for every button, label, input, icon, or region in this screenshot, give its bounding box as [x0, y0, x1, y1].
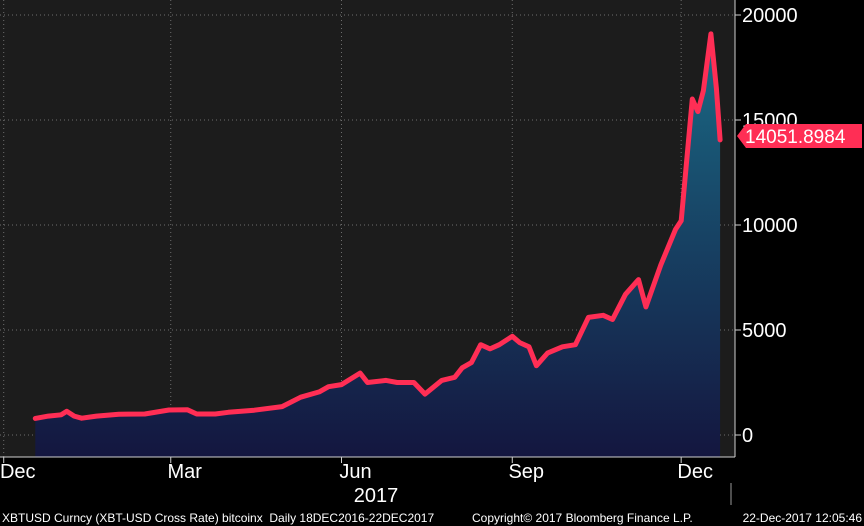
footer-timestamp: 22-Dec-2017 12:05:46	[743, 511, 863, 525]
y-tick-label: 10000	[742, 215, 798, 237]
price-line	[32, 31, 723, 421]
year-label: 2017	[354, 485, 399, 507]
price-area	[35, 33, 721, 458]
last-value-label-background	[737, 124, 862, 148]
x-tick-label: Sep	[508, 461, 544, 483]
footer-security-info: XBTUSD Curncy (XBT-USD Cross Rate) bitco…	[2, 511, 434, 525]
last-value-label: 14051.8984	[745, 127, 846, 148]
last-value-marker: 14051.8984	[737, 124, 862, 148]
x-tick-label: Dec	[677, 461, 713, 483]
y-tick-label: 20000	[742, 5, 798, 27]
x-tick-label: Mar	[168, 461, 203, 483]
footer-copyright: Copyright© 2017 Bloomberg Finance L.P.	[472, 511, 693, 525]
y-tick-label: 5000	[742, 320, 787, 342]
x-tick-label: Dec	[0, 461, 36, 483]
x-axis-ticks: Dec Mar Jun Sep Dec	[0, 457, 713, 483]
x-tick-label: Jun	[339, 461, 371, 483]
y-tick-label: 0	[742, 425, 753, 447]
